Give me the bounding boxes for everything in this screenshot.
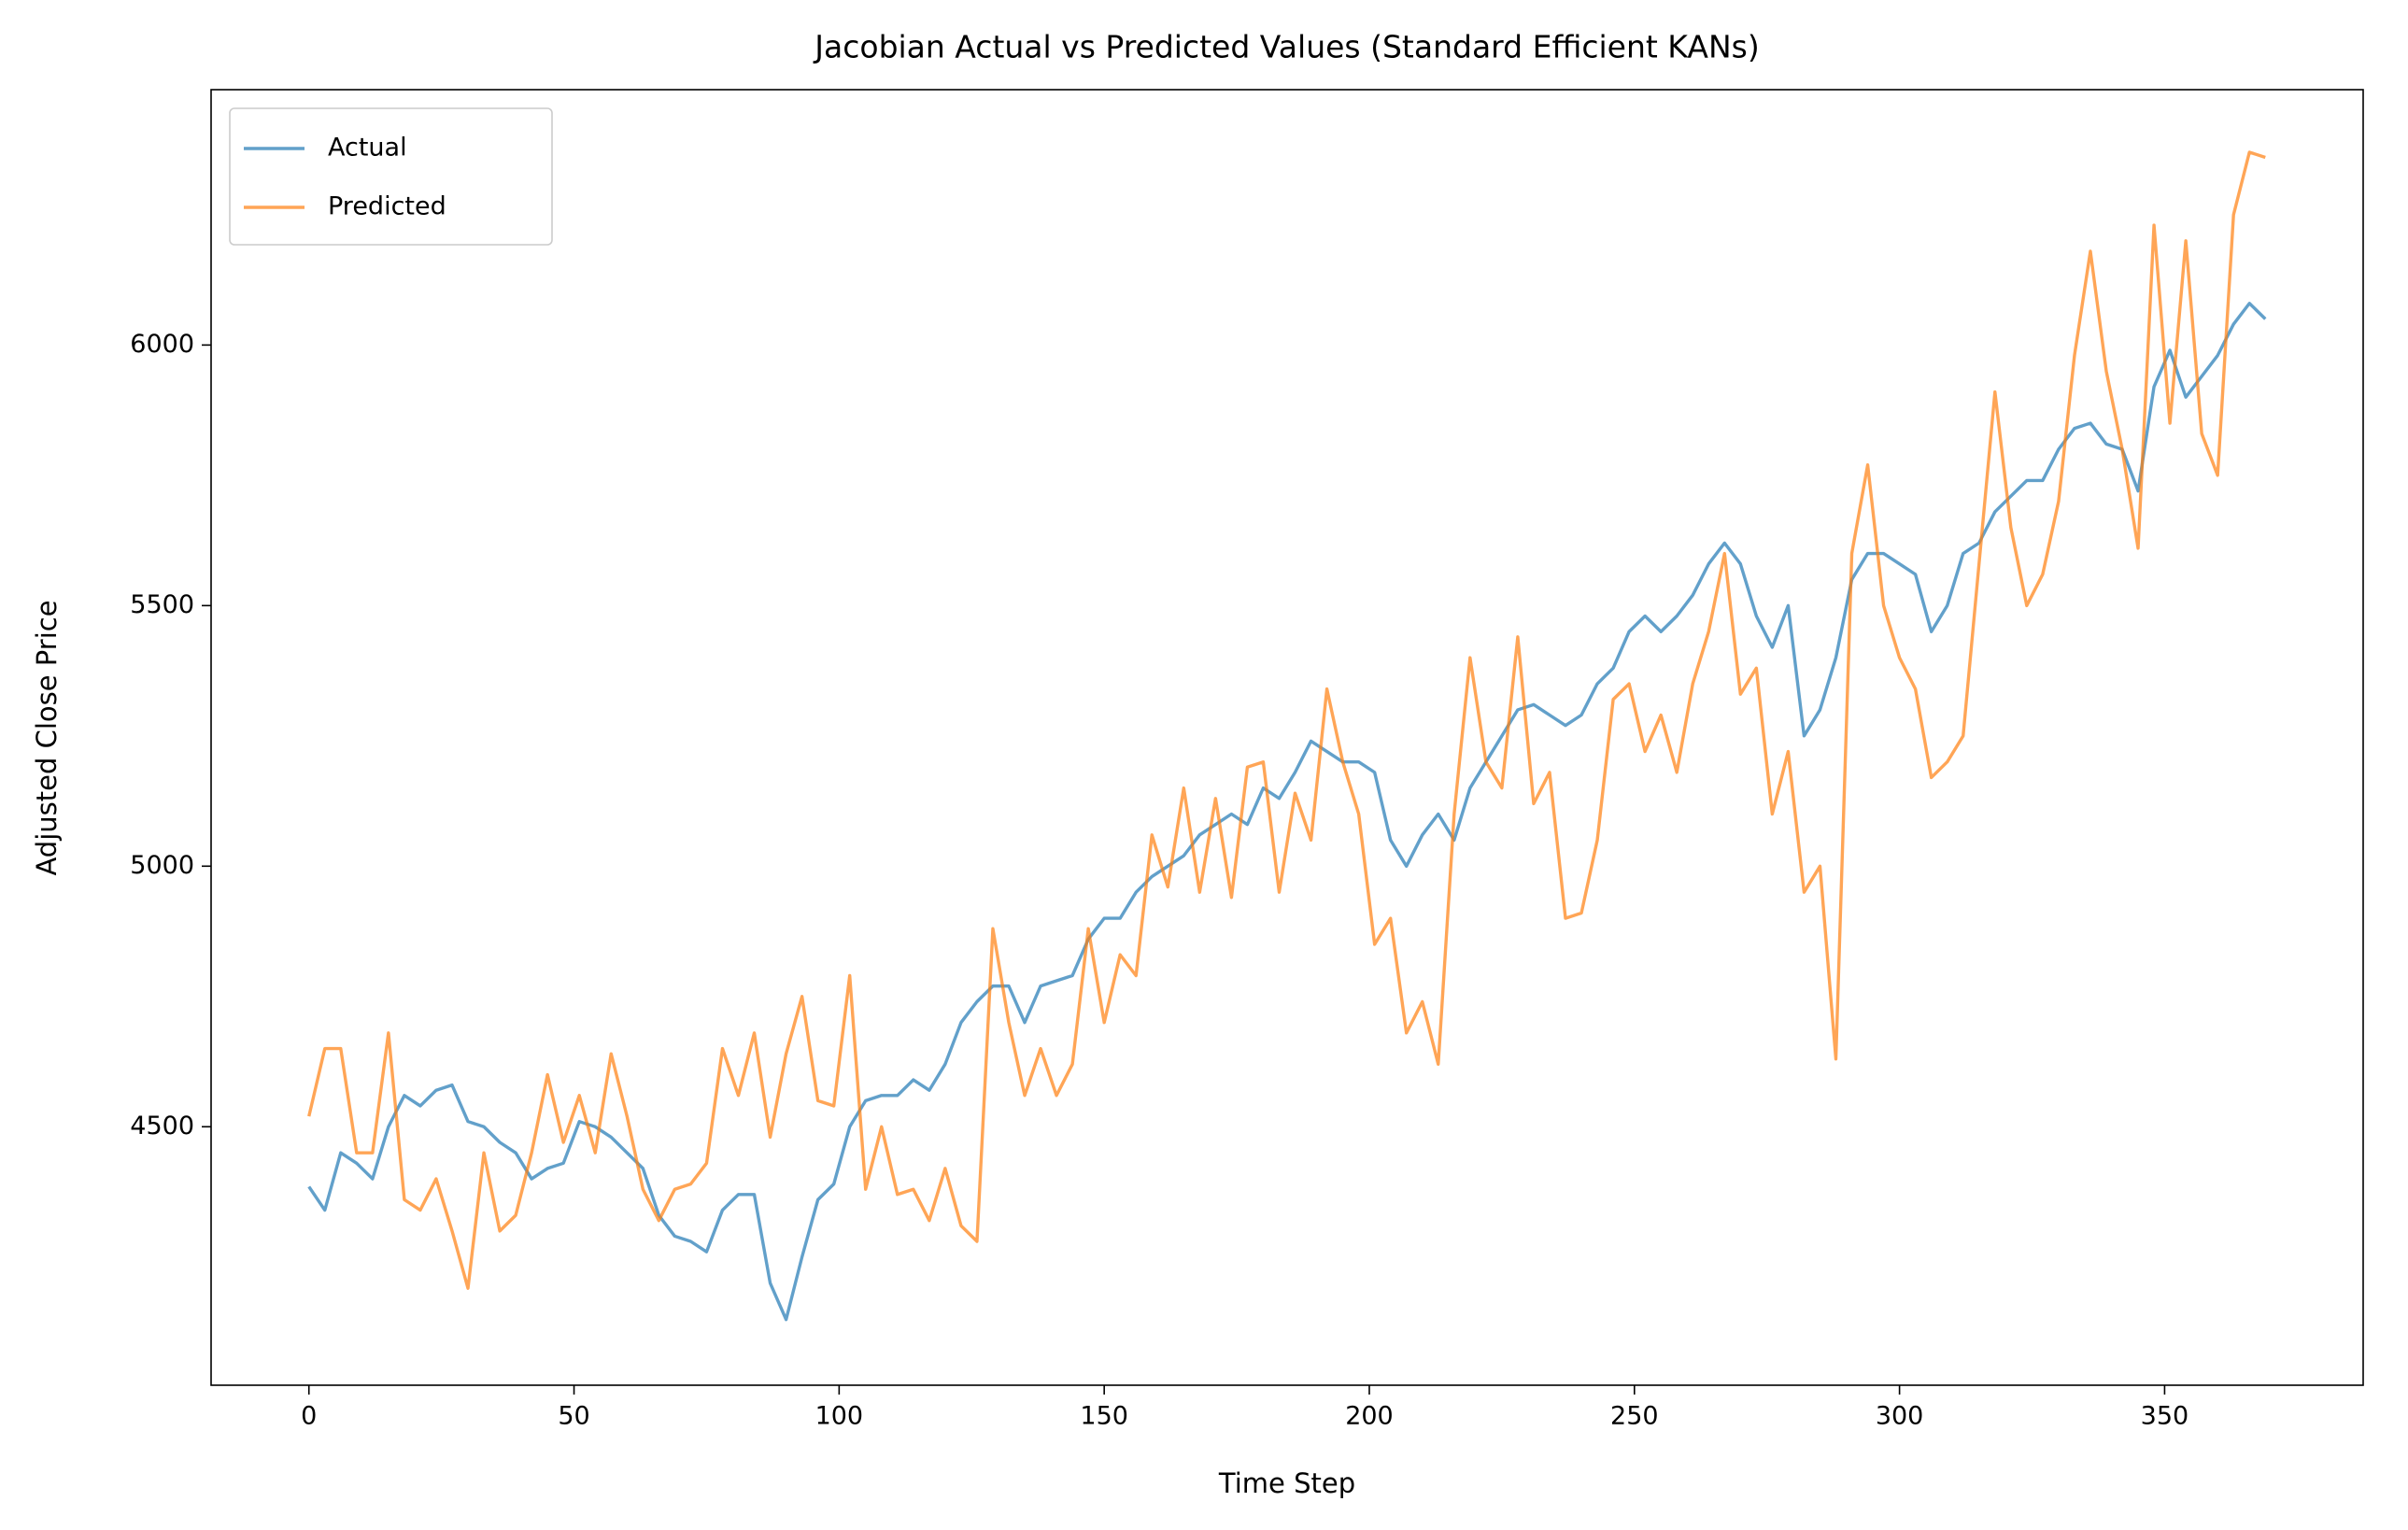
x-axis-label: Time Step [1218, 1467, 1355, 1499]
legend-label: Actual [328, 134, 407, 163]
series-line [307, 302, 2267, 1322]
legend-box [229, 107, 553, 246]
x-tick-label: 350 [2141, 1402, 2189, 1431]
legend-label: Predicted [328, 192, 446, 221]
y-tick-label: 6000 [130, 330, 194, 359]
y-tick-label: 5000 [130, 851, 194, 880]
chart-title: Jacobian Actual vs Predicted Values (Sta… [813, 29, 1759, 65]
x-tick-label: 150 [1080, 1402, 1128, 1431]
series-line [307, 150, 2266, 1290]
plot-frame [210, 89, 2364, 1386]
x-tick-label: 200 [1345, 1402, 1394, 1431]
x-tick-label: 250 [1610, 1402, 1659, 1431]
x-tick-label: 100 [815, 1402, 864, 1431]
y-tick-label: 5500 [130, 590, 194, 619]
x-tick-label: 300 [1876, 1402, 1924, 1431]
y-axis-label: Adjusted Close Price [31, 600, 63, 875]
y-tick-label: 4500 [130, 1112, 194, 1140]
x-tick-label: 50 [558, 1402, 589, 1431]
x-tick-label: 0 [301, 1402, 317, 1431]
